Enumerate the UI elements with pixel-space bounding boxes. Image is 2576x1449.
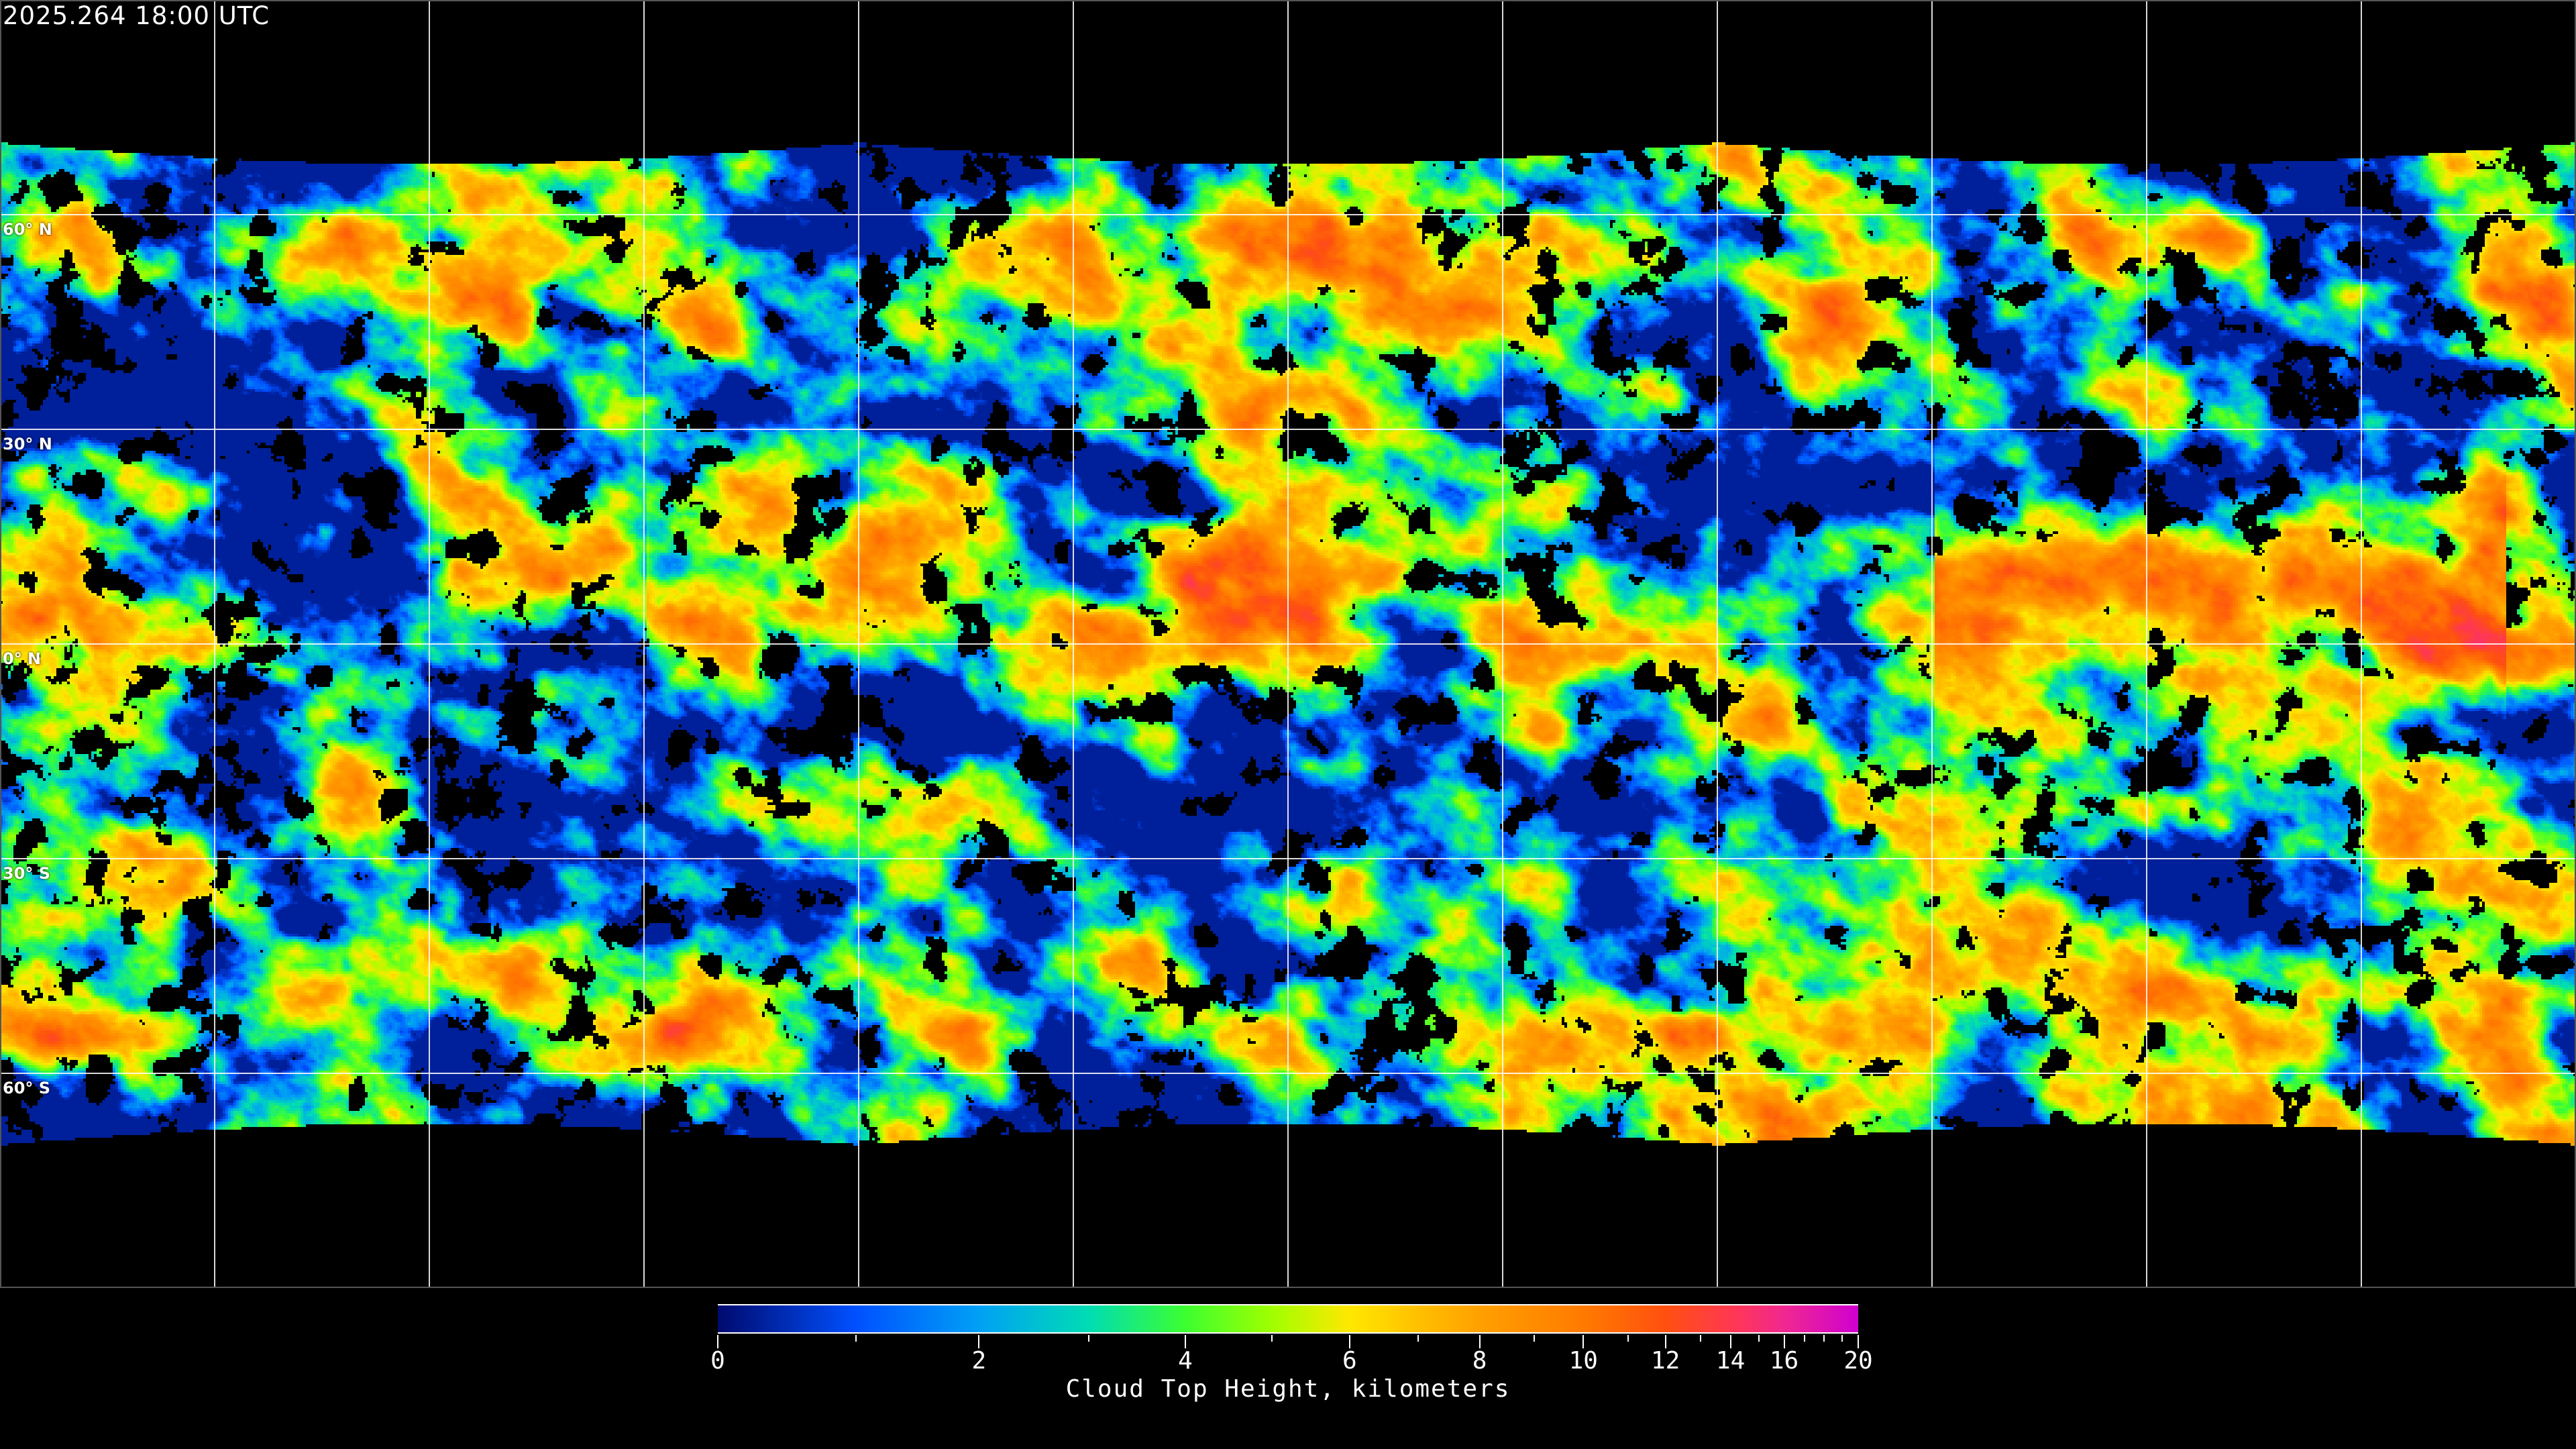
colorbar-minor-tick [1087, 1335, 1089, 1342]
lat-label-30n: 30° N [3, 435, 52, 453]
colorbar-major-tick [1348, 1335, 1350, 1348]
parallel-line [0, 1073, 2576, 1074]
colorbar-minor-tick [1823, 1335, 1825, 1342]
parallel-line [0, 643, 2576, 645]
colorbar-minor-tick [1534, 1335, 1536, 1342]
lat-label-60n: 60° N [3, 220, 52, 239]
colorbar-tick-label: 16 [1769, 1347, 1799, 1375]
colorbar-major-tick [1858, 1335, 1859, 1348]
colorbar-tick-label: 8 [1472, 1347, 1487, 1375]
colorbar-tick-label: 10 [1568, 1347, 1598, 1375]
lat-label-30s: 30° S [3, 864, 51, 883]
colorbar-minor-tick [1804, 1335, 1806, 1342]
colorbar-tick-label: 0 [710, 1347, 725, 1375]
colorbar [718, 1304, 1858, 1334]
parallel-line [0, 858, 2576, 859]
lat-label-60s: 60° S [3, 1079, 51, 1097]
colorbar-minor-tick [1417, 1335, 1419, 1342]
colorbar-major-tick [978, 1335, 980, 1348]
colorbar-major-tick [1729, 1335, 1731, 1348]
colorbar-tick-label: 6 [1342, 1347, 1357, 1375]
colorbar-minor-tick [1271, 1335, 1273, 1342]
colorbar-major-tick [717, 1335, 718, 1348]
colorbar-minor-tick [1758, 1335, 1760, 1342]
lat-label-equator: 0° N [3, 649, 42, 668]
timestamp: 2025.264 18:00 UTC [3, 1, 270, 30]
colorbar-minor-tick [1700, 1335, 1702, 1342]
colorbar-minor-tick [1627, 1335, 1629, 1342]
colorbar-tick-label: 14 [1715, 1347, 1746, 1375]
colorbar-major-tick [1185, 1335, 1186, 1348]
colorbar-major-tick [1582, 1335, 1585, 1348]
colorbar-tick-label: 12 [1651, 1347, 1680, 1375]
colorbar-tick-label: 2 [971, 1347, 987, 1375]
colorbar-minor-tick [1841, 1335, 1843, 1342]
parallel-line [0, 214, 2576, 215]
colorbar-minor-tick [855, 1335, 857, 1342]
colorbar-tick-label: 4 [1178, 1347, 1193, 1375]
colorbar-title: Cloud Top Height, kilometers [1065, 1375, 1511, 1403]
colorbar-major-tick [1479, 1335, 1481, 1348]
colorbar-major-tick [1783, 1335, 1785, 1348]
cloud-top-height-map: 60° N 30° N 0° N 30° S 60° S 2025.264 18… [0, 0, 2576, 1288]
parallel-line [0, 429, 2576, 430]
colorbar-major-tick [1664, 1335, 1666, 1348]
colorbar-tick-label: 20 [1843, 1347, 1873, 1375]
